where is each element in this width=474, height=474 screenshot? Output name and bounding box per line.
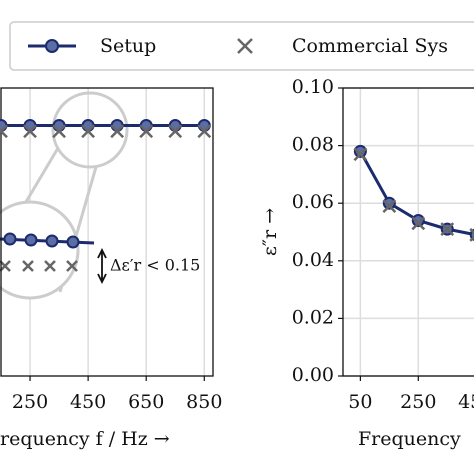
marker bbox=[168, 124, 183, 139]
marker bbox=[411, 213, 425, 227]
marker bbox=[81, 124, 96, 139]
legend-box bbox=[9, 21, 474, 71]
marker bbox=[139, 118, 153, 132]
y-tick-label: 0.02 bbox=[292, 306, 334, 328]
x-axis-label: Frequency bbox=[358, 428, 461, 450]
x-tick-label: 250 bbox=[12, 391, 48, 413]
x-tick-label: 850 bbox=[186, 391, 222, 413]
marker bbox=[411, 216, 426, 231]
marker bbox=[353, 147, 368, 162]
marker bbox=[197, 118, 211, 132]
legend-label: Commercial Sys bbox=[292, 35, 448, 57]
marker bbox=[23, 118, 37, 132]
annotation: Δε′r < 0.15 bbox=[110, 256, 200, 275]
marker bbox=[52, 124, 66, 139]
marker bbox=[110, 118, 124, 132]
y-tick-label: 0.08 bbox=[292, 134, 334, 156]
marker bbox=[110, 124, 125, 139]
inset-markers bbox=[3, 232, 80, 249]
marker bbox=[0, 124, 8, 139]
zoom-inset bbox=[0, 200, 80, 300]
x-axis-label: requency f / Hz → bbox=[0, 428, 170, 450]
x-tick-label: 450 bbox=[458, 391, 474, 413]
marker bbox=[440, 222, 455, 237]
marker bbox=[382, 199, 397, 213]
delta-arrow bbox=[97, 247, 107, 285]
marker bbox=[81, 118, 95, 132]
marker bbox=[139, 124, 154, 139]
x-tick-label: 50 bbox=[348, 391, 372, 413]
inset-markers bbox=[0, 260, 78, 272]
x-tick-label: 450 bbox=[70, 391, 106, 413]
axes-frame bbox=[0, 87, 214, 377]
x-tick-label: 650 bbox=[128, 391, 164, 413]
marker bbox=[382, 196, 396, 210]
y-tick-label: 0.04 bbox=[292, 249, 334, 271]
legend-label: Setup bbox=[100, 35, 156, 57]
axes-frame bbox=[342, 87, 474, 377]
marker bbox=[23, 124, 37, 139]
y-axis-label: ε″r → bbox=[259, 208, 281, 256]
marker bbox=[168, 118, 182, 132]
y-tick-label: 0.10 bbox=[292, 76, 334, 98]
marker bbox=[197, 124, 212, 139]
x-tick-label: 250 bbox=[400, 391, 436, 413]
y-tick-label: 0.00 bbox=[292, 364, 334, 386]
legend-marker bbox=[45, 39, 59, 53]
marker bbox=[52, 118, 66, 132]
zoom-circle bbox=[51, 91, 129, 169]
marker bbox=[469, 227, 474, 242]
y-tick-label: 0.06 bbox=[292, 191, 334, 213]
marker bbox=[353, 144, 367, 158]
legend-marker bbox=[237, 38, 253, 54]
